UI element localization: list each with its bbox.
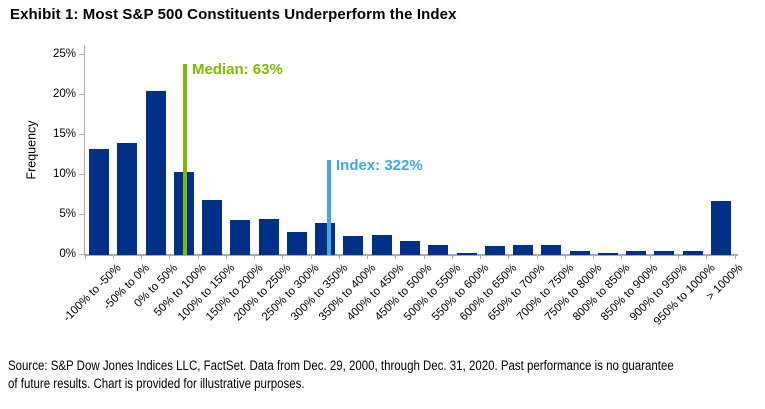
x-axis-tick [338, 255, 340, 259]
y-axis-tick [79, 214, 84, 215]
y-axis-tick-label: 0% [59, 248, 76, 260]
y-axis-line [84, 45, 85, 256]
x-axis-tick [564, 255, 566, 259]
source-note: Source: S&P Dow Jones Indices LLC, FactS… [8, 357, 759, 392]
x-axis-tick [734, 255, 736, 259]
bar [541, 245, 562, 255]
chart-title: Exhibit 1: Most S&P 500 Constituents Und… [10, 6, 457, 23]
y-axis-tick-label: 25% [52, 48, 76, 60]
source-note-line1: Source: S&P Dow Jones Indices LLC, FactS… [8, 358, 674, 373]
x-axis-tick [508, 255, 510, 259]
source-note-line2: of future results. Chart is provided for… [8, 375, 305, 391]
x-axis-tick [677, 255, 679, 259]
bar [682, 251, 703, 255]
x-axis-tick [169, 255, 171, 259]
y-axis-title-box: Frequency [14, 45, 50, 255]
x-axis-tick [112, 255, 114, 259]
x-axis-line [84, 254, 738, 256]
x-axis-tick [141, 255, 143, 259]
bar [654, 251, 675, 255]
y-axis-tick-label: 15% [52, 128, 76, 140]
y-axis-tick-label: 20% [52, 88, 76, 100]
y-axis-tick [79, 134, 84, 135]
x-axis-tick [395, 255, 397, 259]
x-axis-tick [621, 255, 623, 259]
bar [710, 201, 731, 255]
plot-area: 0% 5% 10% 15% 20% 25% -100% to -50% -50% to 0% 0… [53, 45, 745, 328]
bar [597, 252, 618, 255]
bar [230, 219, 251, 255]
x-axis-tick [84, 255, 86, 259]
bar [89, 149, 110, 255]
x-axis-tick [536, 255, 538, 259]
bar [428, 245, 449, 255]
index-line [327, 159, 331, 255]
index-line-label: Index: 322% [336, 156, 423, 174]
bar [456, 252, 477, 255]
bar [371, 235, 392, 255]
bar [145, 91, 166, 255]
median-line [182, 63, 187, 255]
y-axis-tick [79, 254, 84, 255]
y-axis-tick-label: 5% [59, 208, 76, 220]
bar [484, 246, 505, 255]
x-axis-tick [367, 255, 369, 259]
bar [400, 241, 420, 255]
x-axis-tick [706, 255, 708, 259]
median-line-label: Median: 63% [191, 60, 283, 78]
x-axis-tick [451, 255, 453, 259]
x-axis-tick [649, 255, 651, 259]
y-axis-tick [79, 174, 84, 175]
y-axis-tick [79, 54, 84, 55]
x-axis-tick [282, 255, 284, 259]
bar [117, 143, 138, 255]
bar [513, 244, 534, 255]
x-axis-tick [423, 255, 425, 259]
x-axis-tick [254, 255, 256, 259]
bar [343, 235, 364, 255]
x-axis-tick [225, 255, 227, 259]
y-axis-tick [79, 94, 84, 95]
bar [258, 219, 279, 255]
x-axis-tick [310, 255, 312, 259]
x-axis-tick [593, 255, 595, 259]
bar [569, 251, 590, 255]
bar [202, 199, 223, 255]
bar [626, 251, 647, 255]
bar [286, 231, 307, 255]
bar [315, 223, 336, 255]
x-axis-tick [197, 255, 199, 259]
y-axis-tick-label: 10% [52, 168, 76, 180]
x-axis-tick [480, 255, 482, 259]
